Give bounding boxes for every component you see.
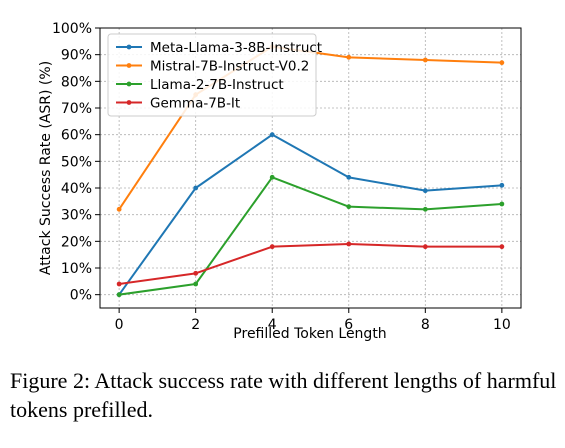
y-tick-label: 0% (70, 288, 92, 304)
x-tick-label: 8 (421, 317, 430, 333)
y-tick-label: 70% (61, 101, 92, 117)
data-point (116, 281, 122, 287)
legend-item: Llama-2-7B-Instruct (116, 77, 284, 93)
data-point (346, 241, 352, 247)
series-3 (116, 241, 505, 287)
legend-item: Meta-Llama-3-8B-Instruct (116, 40, 322, 56)
series-line (118, 176, 502, 296)
data-point (499, 60, 505, 66)
data-point (269, 132, 275, 138)
x-tick-label: 4 (268, 317, 277, 333)
legend-marker (126, 100, 132, 105)
y-tick-label: 20% (61, 234, 92, 250)
data-point (269, 174, 275, 180)
data-point (499, 201, 505, 207)
x-tick-label: 10 (493, 317, 511, 333)
data-point (346, 204, 352, 210)
x-tick-label: 6 (344, 317, 353, 333)
data-point (193, 270, 199, 276)
data-point (116, 292, 122, 298)
y-tick-label: 10% (61, 261, 92, 277)
y-axis-title: Attack Success Rate (ASR) (%) (38, 61, 54, 275)
axes-layer: 0% 10% 20% 30% 40% 50% 60% 70% 80% 90% 100% 0 2 4 6 8 10 (52, 21, 522, 333)
grid-layer (100, 27, 521, 308)
y-tick-label: 60% (61, 128, 92, 144)
data-point (422, 206, 428, 212)
figure-caption: Figure 2: Attack success rate with diffe… (10, 368, 557, 422)
y-tick-label: 40% (61, 181, 92, 197)
legend-label: Mistral-7B-Instruct-V0.2 (150, 59, 309, 75)
series-0 (116, 132, 505, 298)
data-point (422, 244, 428, 250)
legend-marker (126, 81, 132, 87)
legend-label: Llama-2-7B-Instruct (150, 77, 284, 93)
x-tick-label: 0 (115, 317, 124, 333)
legend-marker (126, 63, 132, 68)
y-tick-label: 100% (52, 21, 92, 37)
y-tick-label: 80% (61, 74, 92, 90)
data-point (422, 188, 428, 194)
data-point (269, 244, 275, 250)
line-chart: 0% 10% 20% 30% 40% 50% 60% 70% 80% 90% 100% 0 2 4 6 8 10… (38, 21, 522, 342)
data-point (193, 281, 199, 287)
data-point (422, 57, 428, 63)
legend-label: Meta-Llama-3-8B-Instruct (150, 40, 322, 56)
legend-item: Gemma-7B-It (116, 96, 240, 112)
legend-box (107, 33, 317, 117)
y-tick-label: 90% (61, 48, 92, 64)
plot-frame (99, 27, 522, 309)
data-point (499, 182, 505, 188)
data-point (193, 185, 199, 191)
legend-label: Gemma-7B-It (150, 96, 240, 112)
series-line (118, 133, 502, 296)
legend-item: Mistral-7B-Instruct-V0.2 (116, 59, 309, 75)
data-point (346, 54, 352, 60)
x-tick-label: 2 (191, 317, 200, 333)
y-tick-label: 30% (61, 208, 92, 224)
data-point (116, 206, 122, 212)
y-tick-label: 50% (61, 154, 92, 170)
series-2 (116, 174, 505, 298)
legend-marker (126, 44, 132, 50)
legend: Meta-Llama-3-8B-Instruct Mistral-7B-Instr… (107, 33, 322, 117)
series-line (118, 243, 502, 285)
x-axis-title: Prefilled Token Length (233, 326, 386, 342)
data-point (346, 174, 352, 180)
data-point (499, 244, 505, 250)
